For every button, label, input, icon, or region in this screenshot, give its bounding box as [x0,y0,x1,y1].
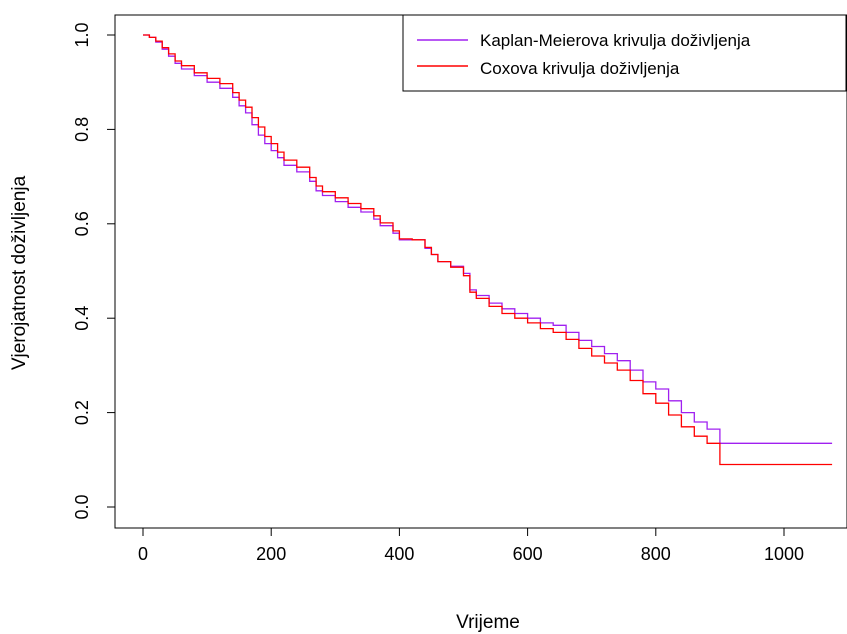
plot-frame [114,14,847,529]
x-tick-label: 1000 [764,544,804,564]
x-axis-title: Vrijeme [456,612,520,633]
y-axis: 0.0 0.2 0.4 0.6 0.8 1.0 [72,22,116,520]
kaplan-meier-curve [143,34,833,444]
x-tick-label: 400 [384,544,414,564]
x-tick-label: 200 [256,544,286,564]
series-layer [143,34,833,466]
y-tick-label: 1.0 [72,22,92,47]
legend-label-cox: Coxova krivulja doživljenja [480,59,680,78]
y-tick-label: 0.6 [72,211,92,236]
y-tick-label: 0.2 [72,400,92,425]
x-tick-label: 800 [641,544,671,564]
legend-box [402,14,847,92]
cox-curve [143,34,833,466]
x-tick-label: 600 [513,544,543,564]
y-tick-label: 0.8 [72,117,92,142]
x-tick-label: 0 [138,544,148,564]
y-tick-label: 0.0 [72,494,92,519]
y-tick-label: 0.4 [72,306,92,331]
x-axis: 0 200 400 600 800 1000 [138,527,804,564]
legend: Kaplan-Meierova krivulja doživljenja Cox… [402,14,847,92]
y-axis-title: Vjerojatnost doživljenja [9,175,30,370]
legend-label-kaplan-meier: Kaplan-Meierova krivulja doživljenja [480,31,751,50]
